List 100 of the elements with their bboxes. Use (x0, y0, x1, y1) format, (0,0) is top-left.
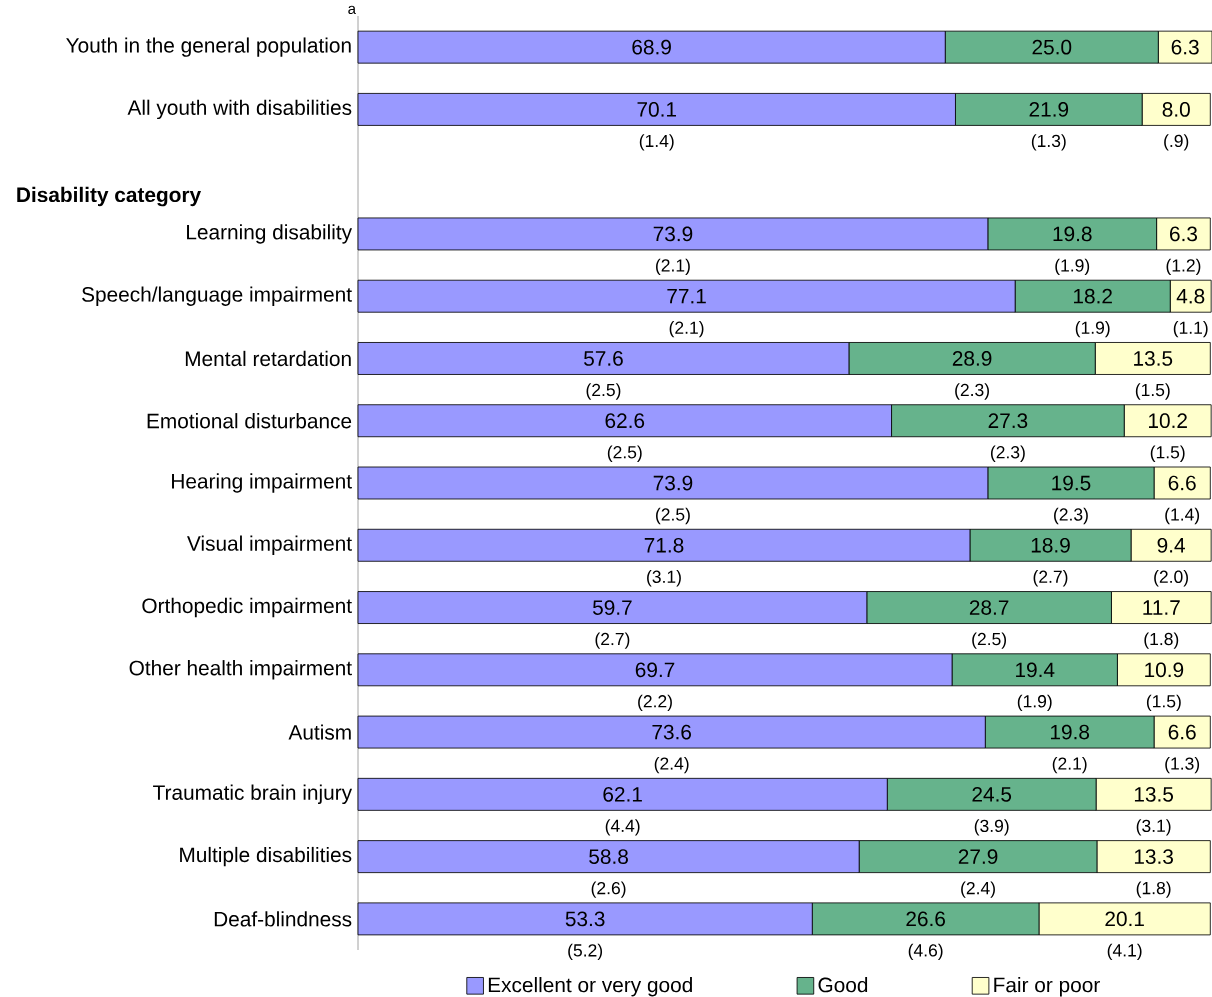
annotation: (1.5) (1150, 445, 1185, 462)
annotation: (1.4) (639, 134, 674, 151)
data-label: 71.8 (644, 537, 684, 553)
annotation: (3.1) (647, 570, 681, 587)
data-label: 19.5 (1052, 475, 1091, 491)
y-tick-label: Youth in the general population (66, 37, 351, 57)
bar (1123, 404, 1212, 438)
y-tick-label: Learning disability (187, 224, 353, 244)
y-tick-label: Deaf-blindness (214, 911, 352, 927)
y-tick-label: Traumatic brain injury (153, 784, 353, 805)
data-label: 77.1 (667, 289, 706, 304)
data-label: 6.3 (1170, 226, 1198, 242)
y-tick-label: All youth with disabilities (127, 99, 352, 120)
data-label: 59.7 (592, 600, 632, 615)
bar (1096, 840, 1211, 874)
annotation: (2.6) (591, 881, 626, 898)
annotation: (5.2) (568, 943, 603, 961)
data-label: 19.8 (1053, 226, 1092, 242)
annotation: (2.4) (654, 756, 689, 774)
annotation: (2.1) (656, 258, 690, 276)
annotation: (1.9) (1055, 258, 1090, 276)
text: a (348, 5, 357, 15)
data-label: 28.7 (969, 600, 1009, 615)
data-label: 73.6 (652, 724, 691, 740)
text: Disability category (17, 186, 202, 207)
bar (1094, 342, 1211, 375)
annotation: (1.8) (1144, 632, 1179, 649)
annotation: (1.8) (1136, 881, 1171, 898)
annotation: (1.3) (1165, 756, 1200, 774)
annotation: (2.0) (1154, 570, 1188, 587)
legend-label: Good (818, 977, 868, 993)
data-label: 13.5 (1134, 786, 1174, 802)
data-label: 8.0 (1162, 102, 1190, 117)
y-tick-label: Emotional disturbance (147, 413, 352, 429)
data-label: 13.3 (1134, 849, 1173, 864)
annotation: (1.5) (1135, 383, 1170, 400)
y-tick-label: Speech/language impairment (82, 286, 352, 306)
y-tick-label: Other health impairment (129, 660, 352, 680)
data-label: 10.9 (1145, 662, 1184, 678)
annotation: (1.5) (1146, 694, 1181, 711)
bar (1038, 902, 1211, 936)
data-label: 58.8 (589, 849, 628, 864)
y-tick-label: Hearing impairment (172, 473, 352, 493)
data-label: 69.7 (635, 662, 675, 678)
annotation: (1.2) (1166, 258, 1201, 276)
y-tick-label: Autism (288, 724, 351, 740)
annotation: (2.3) (1054, 507, 1088, 525)
annotation: (2.5) (656, 507, 690, 525)
legend-label: Excellent or very good (488, 977, 692, 997)
data-label: 9.4 (1157, 537, 1185, 553)
data-label: 62.6 (605, 413, 645, 429)
bar (1111, 591, 1212, 624)
data-label: 24.5 (972, 786, 1012, 802)
annotation: (2.7) (1033, 570, 1068, 587)
data-label: 27.3 (988, 413, 1028, 429)
data-label: 27.9 (958, 849, 998, 864)
bar (1095, 777, 1212, 811)
data-label: 6.3 (1171, 39, 1199, 55)
annotation: (1.9) (1075, 321, 1110, 338)
annotation: (1.1) (1173, 321, 1208, 338)
annotation: (3.9) (974, 819, 1009, 836)
annotation: (2.3) (990, 445, 1025, 462)
data-label: 4.8 (1176, 288, 1205, 304)
y-tick-label: Orthopedic impairment (142, 597, 352, 618)
data-label: 25.0 (1032, 39, 1072, 55)
annotation: (2.2) (638, 694, 672, 711)
y-tick-label: Multiple disabilities (180, 846, 352, 867)
data-label: 68.9 (632, 39, 671, 55)
data-label: 13.5 (1134, 351, 1173, 366)
annotation: (2.4) (961, 881, 995, 898)
data-label: 73.9 (653, 475, 693, 491)
data-label: 73.9 (653, 226, 693, 242)
annotation: (1.3) (1031, 134, 1066, 151)
annotation: (4.4) (605, 819, 640, 836)
annotation: (4.1) (1107, 943, 1142, 961)
data-label: 21.9 (1029, 102, 1069, 117)
data-label: 28.9 (952, 351, 992, 366)
bar (1130, 528, 1212, 562)
annotation: (1.9) (1017, 694, 1052, 711)
data-label: 6.6 (1168, 475, 1196, 491)
annotation: (3.1) (1136, 819, 1171, 836)
annotation: (2.7) (595, 632, 630, 649)
data-label: 6.6 (1168, 724, 1196, 740)
data-label: 19.4 (1016, 662, 1055, 678)
data-label: 11.7 (1143, 600, 1180, 615)
annotation: (2.5) (972, 632, 1007, 649)
annotation: (2.1) (669, 321, 704, 338)
y-tick-label: Mental retardation (185, 350, 351, 367)
data-label: 10.2 (1149, 413, 1187, 429)
annotation: (2.1) (1052, 756, 1087, 774)
annotation: (.9) (1164, 134, 1189, 151)
data-label: 19.8 (1051, 724, 1090, 740)
data-label: 18.9 (1031, 537, 1070, 553)
data-label: 26.6 (906, 911, 945, 927)
data-label: 70.1 (637, 102, 676, 117)
annotation: (2.5) (607, 445, 642, 462)
data-label: 20.1 (1105, 911, 1144, 927)
annotation: (2.5) (586, 383, 621, 400)
annotation: (1.4) (1165, 507, 1200, 525)
annotation: (2.3) (955, 383, 989, 400)
